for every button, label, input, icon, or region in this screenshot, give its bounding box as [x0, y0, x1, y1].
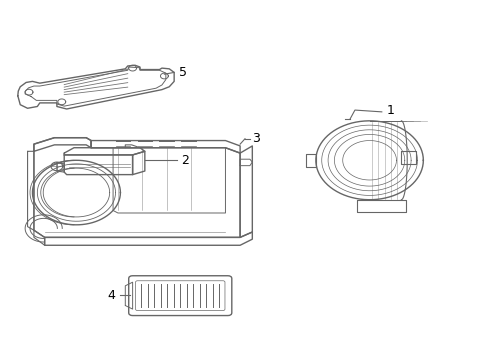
Text: 4: 4	[108, 289, 116, 302]
Text: 3: 3	[252, 132, 260, 145]
Text: 2: 2	[181, 154, 189, 167]
Text: 5: 5	[179, 66, 187, 79]
Text: 1: 1	[387, 104, 394, 117]
